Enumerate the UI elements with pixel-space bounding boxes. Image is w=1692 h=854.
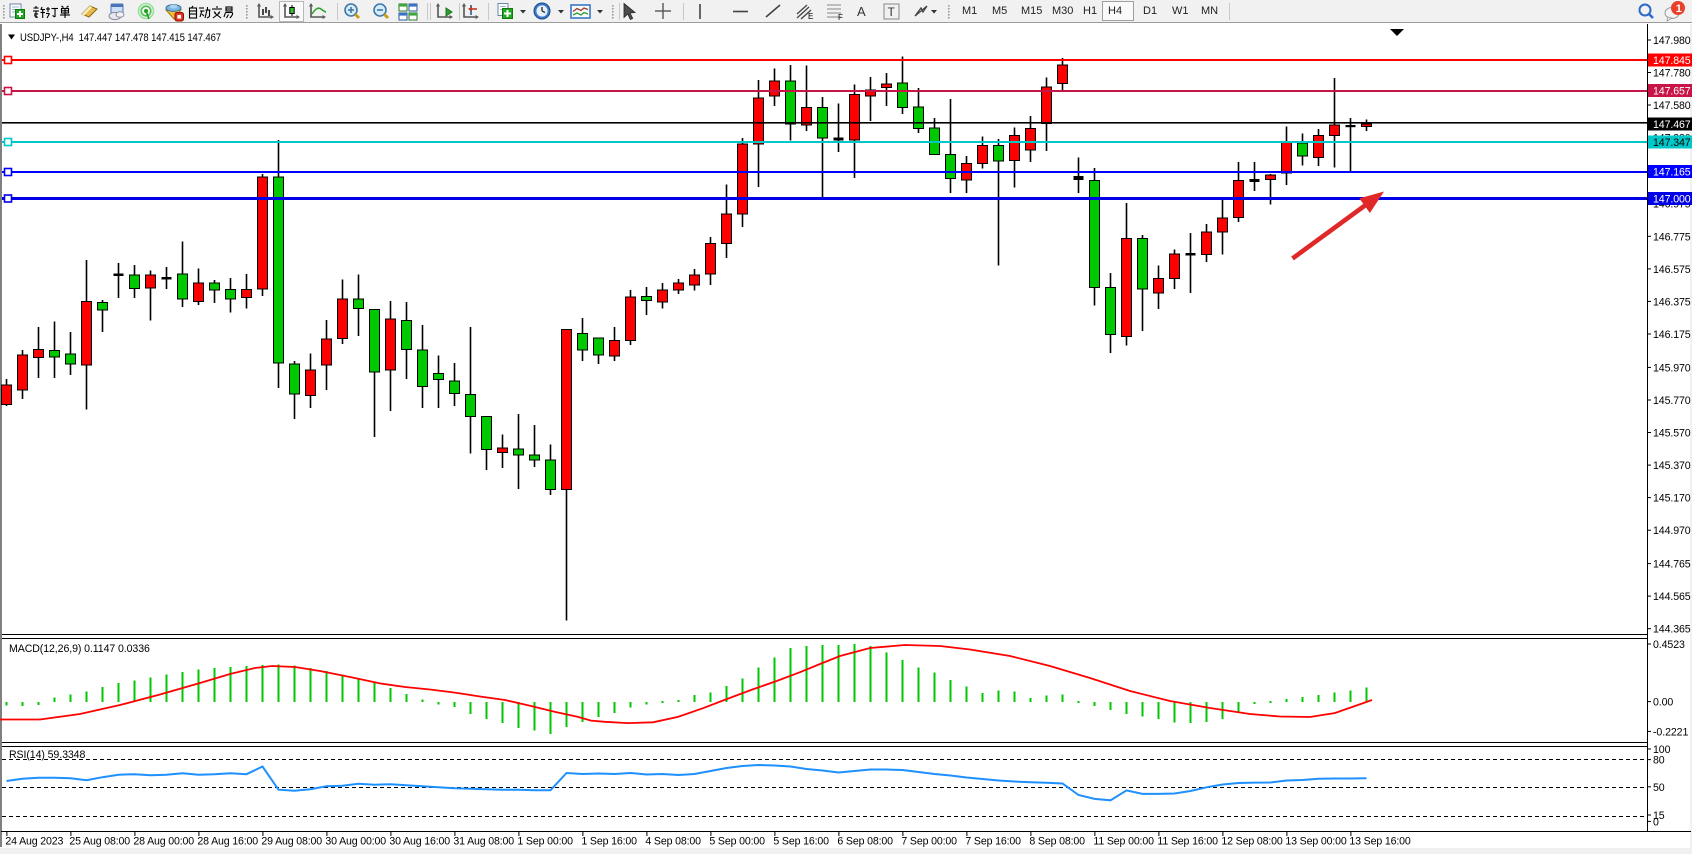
svg-text:144.365: 144.365 [1653,624,1691,636]
svg-text:12 Sep 08:00: 12 Sep 08:00 [1221,836,1282,848]
svg-text:15: 15 [1653,810,1665,822]
svg-text:7 Sep 16:00: 7 Sep 16:00 [965,836,1021,848]
svg-text:145.370: 145.370 [1653,460,1691,472]
svg-text:1 Sep 00:00: 1 Sep 00:00 [517,836,573,848]
svg-text:147.980: 147.980 [1653,35,1691,47]
svg-text:25 Aug 08:00: 25 Aug 08:00 [69,836,130,848]
svg-text:MACD(12,26,9) 0.1147 0.0336: MACD(12,26,9) 0.1147 0.0336 [9,643,150,655]
svg-text:F: F [838,13,843,22]
svg-text:T: T [888,5,896,19]
svg-text:50: 50 [1653,782,1665,794]
svg-text:1 Sep 16:00: 1 Sep 16:00 [581,836,637,848]
svg-text:100: 100 [1653,744,1671,756]
svg-text:147.000: 147.000 [1653,194,1691,206]
svg-text:11 Sep 16:00: 11 Sep 16:00 [1157,836,1218,848]
svg-text:147.165: 147.165 [1653,167,1691,179]
svg-text:5 Sep 00:00: 5 Sep 00:00 [709,836,765,848]
svg-text:5 Sep 16:00: 5 Sep 16:00 [773,836,829,848]
svg-text:28 Aug 00:00: 28 Aug 00:00 [133,836,194,848]
svg-text:4 Sep 08:00: 4 Sep 08:00 [645,836,701,848]
svg-text:E: E [808,12,813,21]
svg-text:13 Sep 00:00: 13 Sep 00:00 [1285,836,1346,848]
svg-text:6 Sep 08:00: 6 Sep 08:00 [837,836,893,848]
svg-text:29 Aug 08:00: 29 Aug 08:00 [261,836,322,848]
svg-text:USDJPY-,H4 147.447 147.478 14: USDJPY-,H4 147.447 147.478 147.415 147.4… [20,32,221,44]
svg-text:146.775: 146.775 [1653,231,1691,243]
svg-text:-0.2221: -0.2221 [1653,726,1688,738]
svg-text:146.575: 146.575 [1653,264,1691,276]
svg-text:145.570: 145.570 [1653,428,1691,440]
svg-text:145.170: 145.170 [1653,493,1691,505]
svg-text:147.347: 147.347 [1653,137,1691,149]
svg-text:1: 1 [1676,3,1682,15]
svg-text:A: A [857,4,866,19]
svg-text:0.00: 0.00 [1653,697,1673,709]
svg-text:RSI(14) 59.3348: RSI(14) 59.3348 [9,749,85,761]
svg-text:147.467: 147.467 [1653,119,1691,131]
svg-text:8 Sep 08:00: 8 Sep 08:00 [1029,836,1085,848]
svg-text:11 Sep 00:00: 11 Sep 00:00 [1093,836,1154,848]
svg-text:0: 0 [1653,816,1659,828]
svg-text:30 Aug 00:00: 30 Aug 00:00 [325,836,386,848]
svg-text:7 Sep 00:00: 7 Sep 00:00 [901,836,957,848]
svg-text:147.780: 147.780 [1653,68,1691,80]
svg-text:145.770: 145.770 [1653,395,1691,407]
svg-text:0.4523: 0.4523 [1653,639,1685,651]
svg-text:30 Aug 16:00: 30 Aug 16:00 [389,836,450,848]
svg-text:80: 80 [1653,755,1665,767]
svg-text:13 Sep 16:00: 13 Sep 16:00 [1349,836,1410,848]
svg-text:24 Aug 2023: 24 Aug 2023 [5,836,63,848]
svg-text:31 Aug 08:00: 31 Aug 08:00 [453,836,514,848]
svg-text:28 Aug 16:00: 28 Aug 16:00 [197,836,258,848]
svg-text:146.375: 146.375 [1653,296,1691,308]
svg-text:144.970: 144.970 [1653,525,1691,537]
svg-text:145.970: 145.970 [1653,362,1691,374]
svg-text:144.765: 144.765 [1653,559,1691,571]
svg-text:144.565: 144.565 [1653,591,1691,603]
svg-text:147.580: 147.580 [1653,100,1691,112]
svg-text:147.845: 147.845 [1653,55,1691,67]
svg-text:146.175: 146.175 [1653,329,1691,341]
svg-text:147.657: 147.657 [1653,86,1691,98]
